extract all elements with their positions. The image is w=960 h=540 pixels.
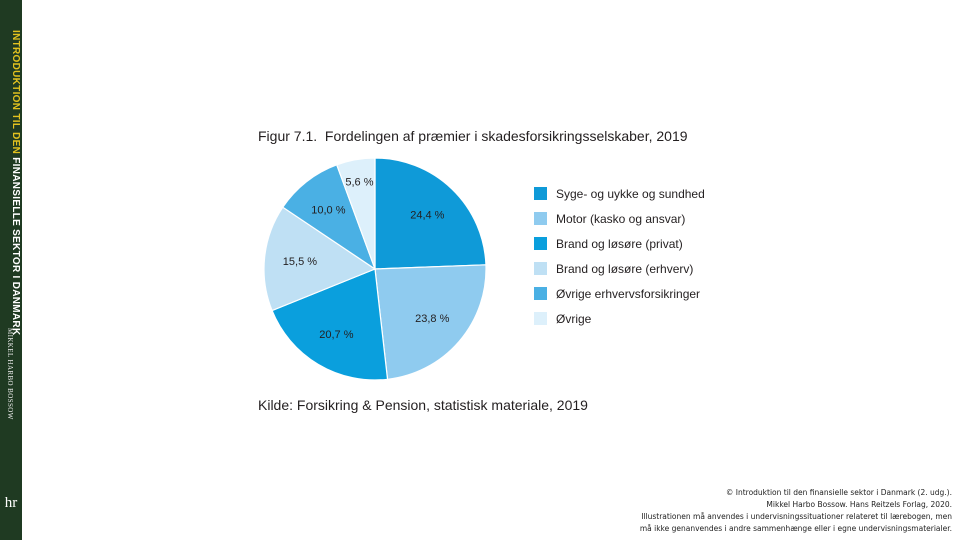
pie-slice xyxy=(271,268,389,381)
slice-label: 5,6 % xyxy=(345,177,373,189)
publisher-logo: hr xyxy=(4,495,18,511)
legend-label: Øvrige erhvervsforsikringer xyxy=(556,287,700,301)
slice-label: 24,4 % xyxy=(410,210,444,222)
legend-label: Syge- og uykke og sundhed xyxy=(556,187,705,201)
copyright-notice: © Introduktion til den finansielle sekto… xyxy=(492,487,952,535)
legend-swatch xyxy=(534,212,547,225)
slice-label: 23,8 % xyxy=(415,313,449,325)
legend-label: Motor (kasko og ansvar) xyxy=(556,212,685,226)
copyright-line-3: Illustrationen må anvendes i undervisnin… xyxy=(641,512,952,521)
spine-title-line1: INTRODUKTION TIL DEN xyxy=(10,30,21,155)
pie-slice xyxy=(263,206,377,312)
chart-legend: Syge- og uykke og sundhed Motor (kasko og… xyxy=(534,187,705,326)
spine-title: INTRODUKTION TIL DEN FINANSIELLE SEKTOR … xyxy=(2,30,21,336)
slice-label: 15,5 % xyxy=(283,256,317,268)
pie-slices xyxy=(263,157,487,381)
legend-swatch xyxy=(534,187,547,200)
pie-slice xyxy=(374,264,487,380)
copyright-line-1: © Introduktion til den finansielle sekto… xyxy=(725,488,952,497)
legend-swatch xyxy=(534,312,547,325)
slice-label: 10,0 % xyxy=(311,205,345,217)
legend-swatch xyxy=(534,262,547,275)
legend-label: Brand og løsøre (privat) xyxy=(556,237,683,251)
copyright-line-2: Mikkel Harbo Bossow. Hans Reitzels Forla… xyxy=(766,500,952,509)
legend-label: Brand og løsøre (erhverv) xyxy=(556,262,693,276)
chart-source: Kilde: Forsikring & Pension, statistisk … xyxy=(258,397,588,413)
spine-title-line2: FINANSIELLE SEKTOR I DANMARK xyxy=(10,157,21,336)
pie-slice xyxy=(335,157,376,270)
slice-label: 20,7 % xyxy=(319,329,353,341)
pie-slice-labels: 24,4 % 23,8 % 20,7 % 15,5 % 10,0 % 5,6 % xyxy=(283,177,450,341)
pie-slice xyxy=(374,157,487,270)
book-spine: INTRODUKTION TIL DEN FINANSIELLE SEKTOR … xyxy=(0,0,22,540)
copyright-line-4: må ikke genanvendes i andre sammenhænge … xyxy=(639,524,952,533)
legend-label: Øvrige xyxy=(556,312,592,326)
legend-swatch xyxy=(534,237,547,250)
chart-title: Figur 7.1. Fordelingen af præmier i skad… xyxy=(258,128,688,144)
legend-swatch xyxy=(534,287,547,300)
spine-author: MIKKEL HARBO BOSSOW xyxy=(6,328,14,420)
